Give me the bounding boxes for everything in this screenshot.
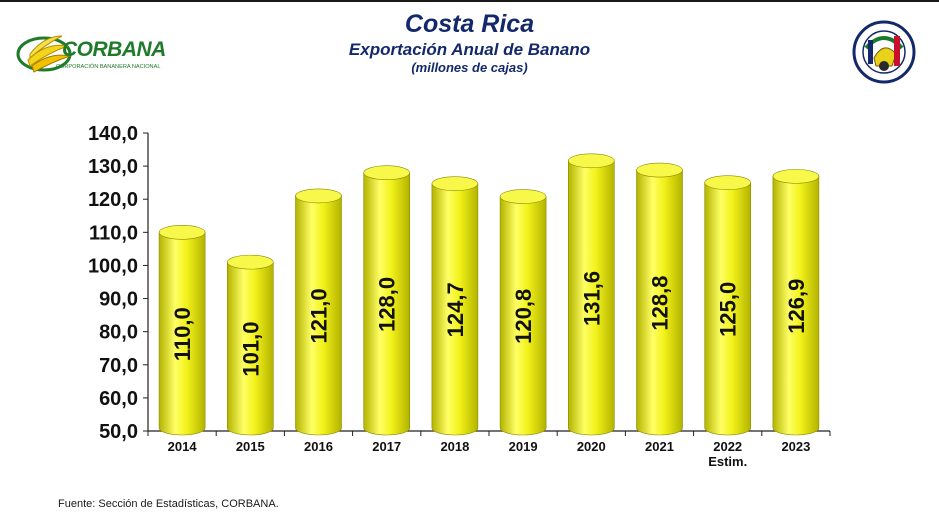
y-tick-label: 110,0 [89, 222, 138, 244]
x-tick-label: 2018 [440, 439, 469, 454]
bar-top-2023 [772, 169, 820, 184]
bar-2014 [158, 232, 206, 436]
bar-top-2015 [227, 254, 274, 270]
bar-2015 [227, 261, 274, 436]
x-tick-label: 2021 [645, 439, 674, 454]
data-label: 101,0 [238, 322, 263, 377]
x-tick-label: 2023 [781, 439, 810, 454]
data-label: 131,6 [579, 271, 604, 326]
bar-top-2019 [499, 189, 547, 204]
data-label: 128,0 [375, 277, 400, 332]
data-label: 128,8 [648, 276, 673, 331]
x-tick-label: 2014 [168, 439, 198, 454]
bar-top-2017 [363, 165, 411, 181]
logo-brand-text: CORBANA [62, 38, 166, 61]
bar-2020 [568, 160, 615, 436]
y-tick-label: 80,0 [99, 322, 138, 344]
y-tick-label: 120,0 [88, 189, 138, 211]
bar-top-2014 [158, 225, 206, 240]
y-tick-label: 60,0 [99, 388, 138, 410]
data-label: 125,0 [716, 282, 741, 337]
data-label: 110,0 [170, 307, 195, 361]
y-tick-label: 90,0 [99, 289, 138, 311]
bar-top-2016 [295, 188, 342, 204]
x-tick-label: 2022 [713, 439, 742, 454]
bar-2023 [772, 176, 820, 436]
bar-2021 [636, 169, 683, 436]
bar-2022 [704, 182, 751, 436]
bar-2017 [363, 172, 410, 436]
chart-subtitle: Exportación Anual de Banano [348, 40, 591, 59]
x-tick-label: 2017 [372, 439, 401, 454]
x-tick-sublabel: Estim. [708, 454, 747, 469]
x-tick-label: 2019 [509, 439, 538, 454]
y-tick-label: 50,0 [99, 421, 138, 443]
data-label: 124,7 [443, 282, 468, 337]
chart-unit: (millones de cajas) [411, 60, 528, 75]
bar-top-2020 [567, 153, 615, 169]
x-tick-label: 2015 [236, 439, 265, 454]
banano-costa-rica-seal [852, 18, 916, 86]
top-border [0, 0, 939, 2]
data-label: 120,8 [511, 289, 536, 344]
y-tick-label: 140,0 [88, 123, 138, 145]
y-tick-label: 130,0 [88, 156, 138, 178]
corbana-logo: CORBANA CORPORACIÓN BANANERA NACIONAL [16, 24, 186, 84]
bar-2016 [295, 195, 342, 436]
data-label: 126,9 [784, 279, 809, 334]
logo-tagline: CORPORACIÓN BANANERA NACIONAL [56, 64, 161, 70]
data-label: 121,0 [307, 288, 332, 343]
header: Costa Rica Exportación Anual de Banano (… [0, 8, 939, 76]
x-tick-label: 2016 [304, 439, 333, 454]
source-note: Fuente: Sección de Estadísticas, CORBANA… [58, 498, 279, 510]
y-tick-label: 100,0 [88, 255, 138, 277]
y-tick-label: 70,0 [99, 355, 138, 377]
bar-2018 [431, 183, 479, 436]
bar-top-2021 [636, 162, 683, 178]
bar-top-2018 [431, 176, 479, 191]
banana-icon [16, 35, 72, 73]
bar-2019 [499, 196, 547, 436]
chart-title: Costa Rica [404, 10, 535, 38]
bar-top-2022 [704, 175, 752, 190]
x-tick-label: 2020 [577, 439, 606, 454]
seal-icon [852, 20, 916, 84]
